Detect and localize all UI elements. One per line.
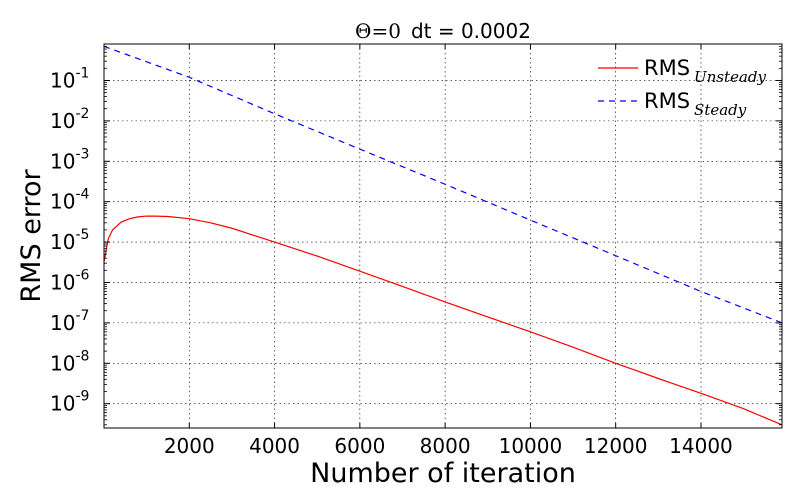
y-tick-label: 10-5 — [50, 227, 89, 254]
x-tick-label: 12000 — [584, 434, 648, 458]
y-tick-label: 10-3 — [50, 146, 89, 173]
y-tick-label: 10-2 — [50, 106, 89, 133]
x-axis-label: Number of iteration — [310, 458, 576, 489]
x-tick-label: 4000 — [249, 434, 300, 458]
series-line-unsteady — [103, 215, 783, 426]
x-axis-ticks: 2000 4000 6000 8000 10000 12000 14000 — [164, 44, 733, 458]
x-tick-label: 10000 — [499, 434, 563, 458]
x-tick-label: 2000 — [164, 434, 215, 458]
y-tick-label: 10-6 — [50, 267, 90, 294]
x-tick-label: 14000 — [669, 434, 733, 458]
y-tick-label: 10-7 — [50, 308, 89, 335]
legend-label-unsteady: RMS — [644, 56, 690, 80]
legend-label-steady: RMS — [644, 89, 690, 113]
data-series — [103, 45, 783, 426]
legend: RMS Unsteady RMS Steady — [598, 56, 766, 119]
legend-entry-steady: RMS Steady — [644, 89, 747, 119]
y-tick-label: 10-8 — [50, 348, 89, 375]
chart-title-text: dt = 0.0002 — [411, 19, 531, 43]
legend-subscript-unsteady: Unsteady — [694, 68, 766, 86]
legend-subscript-steady: Steady — [694, 101, 747, 119]
y-tick-label: 10-1 — [50, 65, 89, 92]
legend-entry-unsteady: RMS Unsteady — [644, 56, 766, 86]
y-tick-label: 10-9 — [50, 389, 89, 416]
x-tick-label: 6000 — [334, 434, 385, 458]
grid-lines — [104, 44, 782, 428]
y-tick-label: 10-4 — [50, 187, 90, 214]
y-axis-ticks: 10-9 10-8 10-7 10-6 10-5 10-4 10-3 10-2 10-1 — [50, 43, 782, 426]
x-tick-label: 8000 — [420, 434, 471, 458]
series-line-steady — [103, 45, 783, 324]
chart-title: Θ=0 dt = 0.0002 — [355, 19, 531, 43]
y-axis-label: RMS error — [16, 169, 47, 303]
plot-frame — [103, 43, 783, 429]
chart-title-math: Θ=0 — [355, 19, 401, 43]
